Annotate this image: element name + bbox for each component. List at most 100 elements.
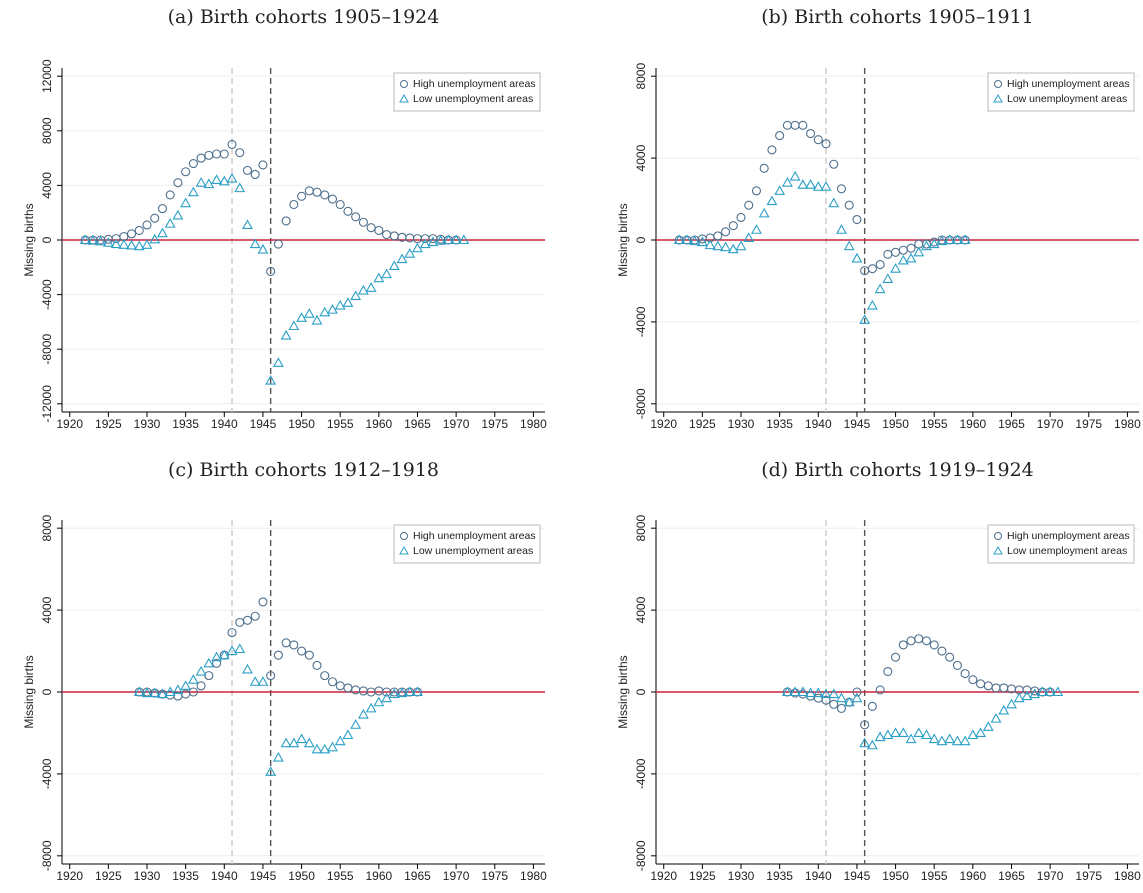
high-marker [242, 165, 253, 175]
x-tick-label: 1970 [1037, 869, 1064, 883]
low-marker [1006, 698, 1017, 709]
low-marker [789, 170, 801, 181]
high-marker [366, 223, 376, 233]
high-marker [335, 199, 345, 210]
high-marker [358, 686, 368, 696]
low-marker [249, 676, 261, 686]
high-marker [782, 120, 792, 130]
high-marker [258, 160, 268, 170]
high-marker [351, 685, 361, 695]
y-axis-label: Missing births [22, 203, 36, 276]
low-marker [866, 739, 878, 750]
x-tick-label: 1930 [728, 417, 755, 431]
low-marker [874, 283, 886, 294]
low-marker [727, 243, 739, 254]
low-marker [774, 185, 786, 195]
low-marker [882, 729, 894, 740]
y-tick-label: 4000 [40, 172, 54, 199]
high-marker [713, 231, 723, 241]
low-marker [365, 702, 377, 713]
y-tick-label: 8000 [40, 515, 54, 542]
y-tick-label: 4000 [634, 596, 648, 623]
high-marker [188, 687, 198, 697]
low-marker [381, 268, 393, 279]
y-axis-label: Missing births [616, 655, 630, 728]
low-marker [149, 233, 161, 244]
high-marker [204, 150, 214, 160]
x-tick-label: 1945 [844, 417, 871, 431]
low-marker [257, 676, 269, 686]
low-marker [735, 240, 747, 251]
legend-symbol [400, 532, 408, 540]
high-marker [883, 249, 893, 259]
high-marker [798, 120, 808, 130]
high-marker [304, 650, 314, 660]
y-tick-label: -4000 [634, 306, 648, 337]
legend-label: High unemployment areas [1007, 78, 1130, 90]
high-marker [142, 220, 152, 230]
high-marker [898, 245, 908, 255]
low-marker [350, 290, 362, 301]
low-marker [280, 737, 292, 748]
low-marker [820, 688, 832, 699]
high-marker [867, 264, 877, 274]
legend-symbol [994, 532, 1002, 540]
low-marker [303, 737, 315, 748]
low-marker [195, 177, 207, 187]
low-marker [373, 696, 385, 707]
low-marker [959, 234, 971, 245]
low-marker [1013, 692, 1025, 703]
low-marker [681, 234, 693, 245]
high-marker [412, 234, 423, 244]
high-marker [134, 225, 144, 235]
high-marker [852, 214, 862, 225]
low-marker [141, 687, 153, 698]
low-marker [110, 238, 122, 249]
high-marker [235, 617, 245, 627]
x-tick-label: 1940 [211, 869, 238, 883]
low-marker [928, 238, 940, 249]
high-marker [382, 229, 392, 240]
low-marker [427, 236, 439, 247]
low-marker [218, 175, 230, 186]
low-marker [712, 240, 724, 251]
high-marker [181, 167, 191, 177]
high-marker [875, 685, 885, 695]
low-marker [388, 688, 400, 699]
high-marker [204, 671, 214, 681]
low-marker [327, 741, 338, 752]
high-marker [976, 679, 986, 689]
low-marker [327, 303, 338, 314]
low-marker [381, 692, 393, 703]
low-marker [157, 688, 168, 699]
low-marker [319, 743, 331, 754]
low-marker [781, 686, 793, 697]
x-tick-label: 1965 [404, 869, 431, 883]
high-marker [813, 693, 823, 703]
low-marker [805, 179, 817, 189]
panel-title: (d) Birth cohorts 1919–1924 [761, 459, 1034, 481]
high-marker [389, 231, 399, 241]
low-marker [342, 297, 354, 307]
high-marker [127, 229, 137, 239]
high-marker [829, 699, 839, 709]
low-marker [226, 172, 238, 183]
x-tick-label: 1940 [211, 417, 238, 431]
high-marker [242, 615, 253, 625]
x-tick-label: 1950 [288, 417, 315, 431]
y-tick-label: -8000 [634, 388, 648, 419]
low-marker [797, 686, 809, 697]
low-marker [1052, 686, 1064, 697]
high-marker [790, 120, 800, 130]
high-marker [289, 640, 299, 650]
low-marker [998, 704, 1010, 715]
x-tick-label: 1965 [404, 417, 431, 431]
low-marker [149, 687, 161, 698]
low-marker [195, 665, 207, 676]
low-marker [412, 686, 423, 697]
high-marker [188, 159, 198, 169]
high-marker [744, 200, 754, 210]
low-marker [218, 649, 230, 660]
low-marker [704, 239, 716, 250]
high-marker [212, 658, 222, 668]
